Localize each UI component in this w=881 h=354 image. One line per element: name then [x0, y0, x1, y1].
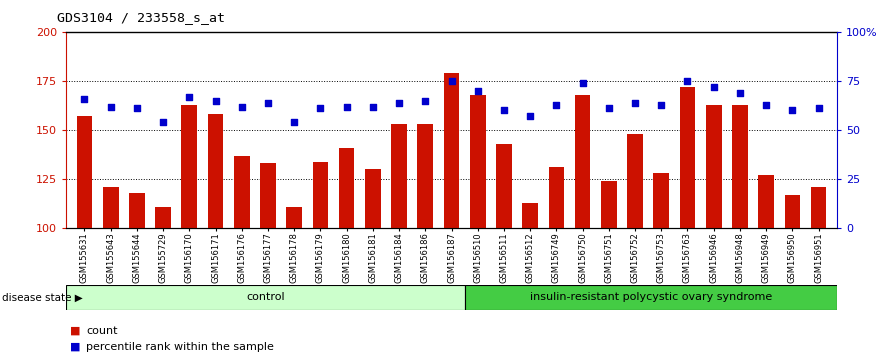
Bar	[549, 167, 564, 228]
Bar	[66, 285, 465, 310]
Point	[733, 90, 747, 96]
Bar	[522, 203, 538, 228]
Point	[602, 105, 616, 111]
Point	[392, 100, 406, 105]
Bar	[496, 144, 512, 228]
Bar	[155, 207, 171, 228]
Point	[655, 102, 669, 107]
Bar	[313, 161, 329, 228]
Point	[811, 105, 825, 111]
Point	[759, 102, 774, 107]
Point	[628, 100, 642, 105]
Point	[575, 80, 589, 86]
Point	[209, 98, 223, 103]
Point	[156, 119, 170, 125]
Bar	[365, 170, 381, 228]
Text: ■: ■	[70, 342, 81, 352]
Bar	[181, 104, 197, 228]
Text: disease state ▶: disease state ▶	[2, 292, 83, 302]
Bar	[129, 193, 144, 228]
Bar	[444, 73, 459, 228]
Bar	[732, 104, 748, 228]
Point	[78, 96, 92, 102]
Text: percentile rank within the sample: percentile rank within the sample	[86, 342, 274, 352]
Bar	[339, 148, 354, 228]
Bar	[679, 87, 695, 228]
Bar	[574, 95, 590, 228]
Text: GDS3104 / 233558_s_at: GDS3104 / 233558_s_at	[57, 11, 226, 24]
Point	[130, 105, 144, 111]
Bar	[208, 114, 224, 228]
Point	[261, 100, 275, 105]
Bar	[601, 181, 617, 228]
Bar	[77, 116, 93, 228]
Text: insulin-resistant polycystic ovary syndrome: insulin-resistant polycystic ovary syndr…	[529, 292, 772, 302]
Bar	[391, 124, 407, 228]
Point	[550, 102, 564, 107]
Bar	[784, 195, 800, 228]
Text: control: control	[246, 292, 285, 302]
Text: count: count	[86, 326, 118, 336]
Bar	[470, 95, 485, 228]
Point	[523, 114, 537, 119]
Bar	[706, 104, 722, 228]
Point	[287, 119, 301, 125]
Point	[680, 78, 694, 84]
Point	[707, 84, 721, 90]
Text: ■: ■	[70, 326, 81, 336]
Point	[366, 104, 380, 109]
Bar	[654, 173, 670, 228]
Point	[182, 94, 196, 99]
Point	[444, 78, 458, 84]
Bar	[811, 187, 826, 228]
Bar	[465, 285, 837, 310]
Point	[339, 104, 353, 109]
Point	[418, 98, 433, 103]
Bar	[627, 134, 643, 228]
Point	[497, 108, 511, 113]
Point	[104, 104, 118, 109]
Bar	[418, 124, 433, 228]
Point	[234, 104, 248, 109]
Bar	[233, 156, 249, 228]
Bar	[759, 175, 774, 228]
Point	[470, 88, 485, 94]
Point	[785, 108, 799, 113]
Bar	[103, 187, 119, 228]
Point	[314, 105, 328, 111]
Bar	[286, 207, 302, 228]
Bar	[260, 164, 276, 228]
